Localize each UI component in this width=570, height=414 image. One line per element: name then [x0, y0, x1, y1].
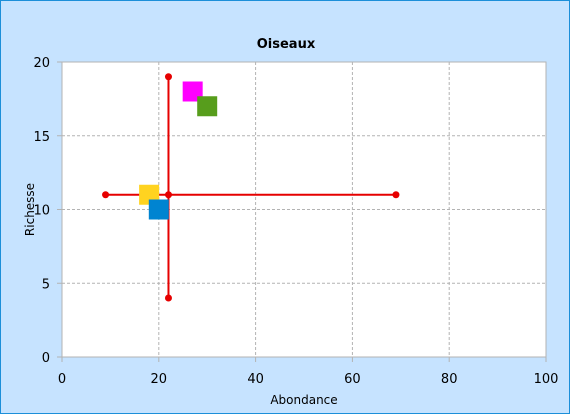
range-endpoint — [164, 73, 172, 81]
tick-labels: 0 20 40 60 80 100 0 5 10 15 20 — [33, 56, 558, 387]
x-tick-label: 100 — [534, 372, 559, 387]
range-endpoint — [392, 191, 400, 199]
x-tick-label: 60 — [344, 372, 361, 387]
grid-lines — [57, 61, 547, 362]
y-axis-title: Richesse — [23, 183, 37, 236]
x-tick-label: 0 — [58, 372, 66, 387]
range-endpoint — [102, 191, 110, 199]
x-tick-label: 40 — [247, 372, 264, 387]
y-tick-label: 20 — [33, 56, 50, 71]
data-points — [139, 81, 218, 220]
range-endpoint — [164, 294, 172, 302]
y-tick-label: 10 — [33, 204, 50, 219]
y-tick-label: 0 — [42, 351, 50, 366]
data-point — [148, 199, 169, 220]
y-tick-label: 5 — [42, 277, 50, 292]
x-tick-label: 20 — [151, 372, 168, 387]
chart-title: Oiseaux — [256, 37, 316, 52]
x-tick-label: 80 — [441, 372, 458, 387]
x-axis-title: Abondance — [270, 393, 337, 407]
range-endpoint — [164, 191, 172, 199]
data-point — [197, 96, 218, 117]
plot-border — [61, 61, 547, 358]
y-tick-label: 15 — [33, 130, 50, 145]
